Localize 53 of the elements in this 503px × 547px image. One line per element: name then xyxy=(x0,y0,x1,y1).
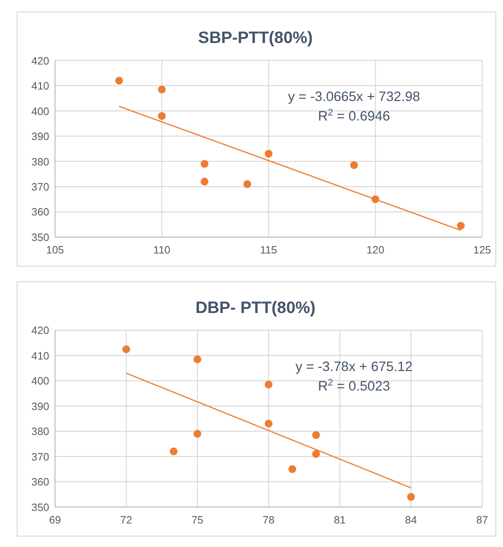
y-tick-label: 380 xyxy=(31,426,50,438)
y-tick-label: 420 xyxy=(31,55,50,68)
point xyxy=(122,345,130,354)
annotation: y = -3.78x + 675.12 xyxy=(296,359,413,374)
point xyxy=(115,76,123,84)
point xyxy=(264,150,272,158)
point xyxy=(456,222,465,230)
point xyxy=(194,355,202,364)
point xyxy=(264,380,272,388)
point xyxy=(312,431,320,439)
y-tick-label: 410 xyxy=(31,350,50,362)
point xyxy=(158,112,166,120)
x-tick-label: 115 xyxy=(260,244,278,257)
annotation: R$^{2}$ = 0.5023 xyxy=(318,376,390,394)
point xyxy=(200,160,208,168)
point xyxy=(194,430,202,438)
x-tick-label: 72 xyxy=(120,514,132,526)
x-tick-label: 110 xyxy=(153,244,170,257)
y-tick-label: 370 xyxy=(31,451,50,464)
point xyxy=(350,161,358,170)
y-tick-label: 420 xyxy=(31,325,50,338)
x-tick-label: 75 xyxy=(191,514,204,526)
y-tick-label: 350 xyxy=(31,502,50,514)
x-tick-label: 125 xyxy=(473,244,492,257)
x-tick-label: 81 xyxy=(334,514,346,526)
point xyxy=(158,86,166,94)
y-tick-label: 360 xyxy=(31,206,50,219)
y-tick-label: 370 xyxy=(31,182,50,194)
x-tick-label: 78 xyxy=(262,514,275,526)
x-tick-label: 69 xyxy=(49,514,62,526)
y-tick-label: 400 xyxy=(31,376,50,388)
x-tick-label: 105 xyxy=(46,244,64,257)
annotation: y = -3.0665x + 732.98 xyxy=(288,89,420,104)
point xyxy=(312,450,320,458)
y-tick-label: 410 xyxy=(31,80,50,93)
annotation: R$^{2}$ = 0.6946 xyxy=(318,107,390,124)
x-tick-label: 84 xyxy=(405,514,417,526)
y-tick-label: 400 xyxy=(31,106,50,118)
point xyxy=(288,465,296,473)
point xyxy=(200,178,208,186)
chart-title: SBP-PTT(80%) xyxy=(198,28,313,47)
chart-title: DBP- PTT(80%) xyxy=(195,298,316,317)
point xyxy=(264,420,272,428)
x-tick-label: 87 xyxy=(476,514,488,526)
point xyxy=(407,492,415,501)
y-tick-label: 380 xyxy=(31,156,50,168)
y-tick-label: 350 xyxy=(31,232,50,244)
point xyxy=(170,448,178,456)
y-tick-label: 360 xyxy=(31,476,50,489)
y-tick-label: 390 xyxy=(31,131,50,144)
point xyxy=(243,180,252,188)
x-tick-label: 120 xyxy=(366,244,384,257)
y-tick-label: 390 xyxy=(31,400,50,413)
